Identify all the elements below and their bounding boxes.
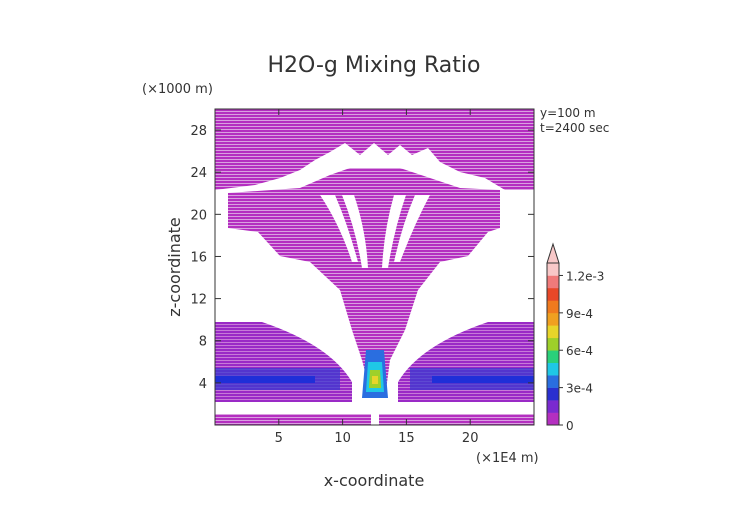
info-line-t: t=2400 sec [540, 121, 609, 135]
x-tick-label: 15 [398, 431, 415, 446]
y-axis-label: z-coordinate [165, 217, 184, 317]
colorbar-segment [547, 350, 559, 363]
plume-gap-3 [382, 195, 406, 268]
plume-gap-2 [342, 195, 368, 268]
colorbar-frame [546, 262, 560, 426]
plume-gap-4 [394, 195, 430, 262]
colorbar-segment [547, 325, 559, 339]
colorbar-tick-label: 1.2e-3 [566, 269, 604, 283]
core-column-peak [372, 376, 378, 384]
chart-title: H2O-g Mixing Ratio [268, 53, 481, 78]
plot-area [215, 109, 534, 425]
x-tick-label: 10 [334, 431, 351, 446]
colorbar-segment [547, 375, 559, 388]
colorbar-segment [547, 412, 559, 426]
colorbar-tick-label: 3e-4 [566, 382, 593, 396]
colorbar-segment [547, 287, 559, 301]
x-axis-ticks: 5 10 15 20 [275, 109, 479, 446]
y-tick-label: 4 [199, 377, 207, 392]
y-tick-label: 24 [190, 166, 207, 181]
colorbar-tick-label: 0 [566, 419, 574, 433]
low-right-core [432, 376, 534, 383]
x-tick-label: 20 [462, 431, 479, 446]
field-regions [215, 109, 534, 425]
y-unit-label: (×1000 m) [142, 82, 213, 97]
colorbar-segment [547, 275, 559, 289]
y-tick-label: 12 [190, 293, 207, 308]
low-left-core [215, 376, 315, 383]
y-tick-label: 28 [190, 124, 207, 139]
colorbar-segment [547, 300, 559, 314]
info-line-y: y=100 m [540, 106, 596, 120]
x-unit-label: (×1E4 m) [476, 451, 539, 466]
colorbar-tick-label: 9e-4 [566, 307, 593, 321]
colorbar-segment [547, 337, 559, 351]
colorbar-segment [547, 312, 559, 326]
core-stem [371, 398, 379, 425]
colorbar-segment [547, 400, 559, 413]
anvil-plume [228, 168, 500, 398]
colorbar-labels: 0 3e-4 6e-4 9e-4 1.2e-3 [559, 269, 604, 433]
x-axis-label: x-coordinate [324, 471, 425, 490]
plume-gap-1 [320, 195, 358, 262]
colorbar-tick-label: 6e-4 [566, 344, 593, 358]
y-tick-label: 8 [199, 335, 207, 350]
plot-frame [214, 108, 535, 426]
colorbar-segment [547, 263, 559, 276]
colorbar-segment [547, 362, 559, 376]
y-tick-label: 20 [190, 208, 207, 223]
y-tick-label: 16 [190, 250, 207, 265]
colorbar-segment [547, 387, 559, 401]
y-axis-ticks: 4 8 12 16 20 24 28 [190, 124, 534, 392]
upper-layer [215, 109, 534, 190]
colorbar-extend-arrow [546, 242, 560, 264]
colorbar [546, 242, 560, 426]
x-tick-label: 5 [275, 431, 283, 446]
